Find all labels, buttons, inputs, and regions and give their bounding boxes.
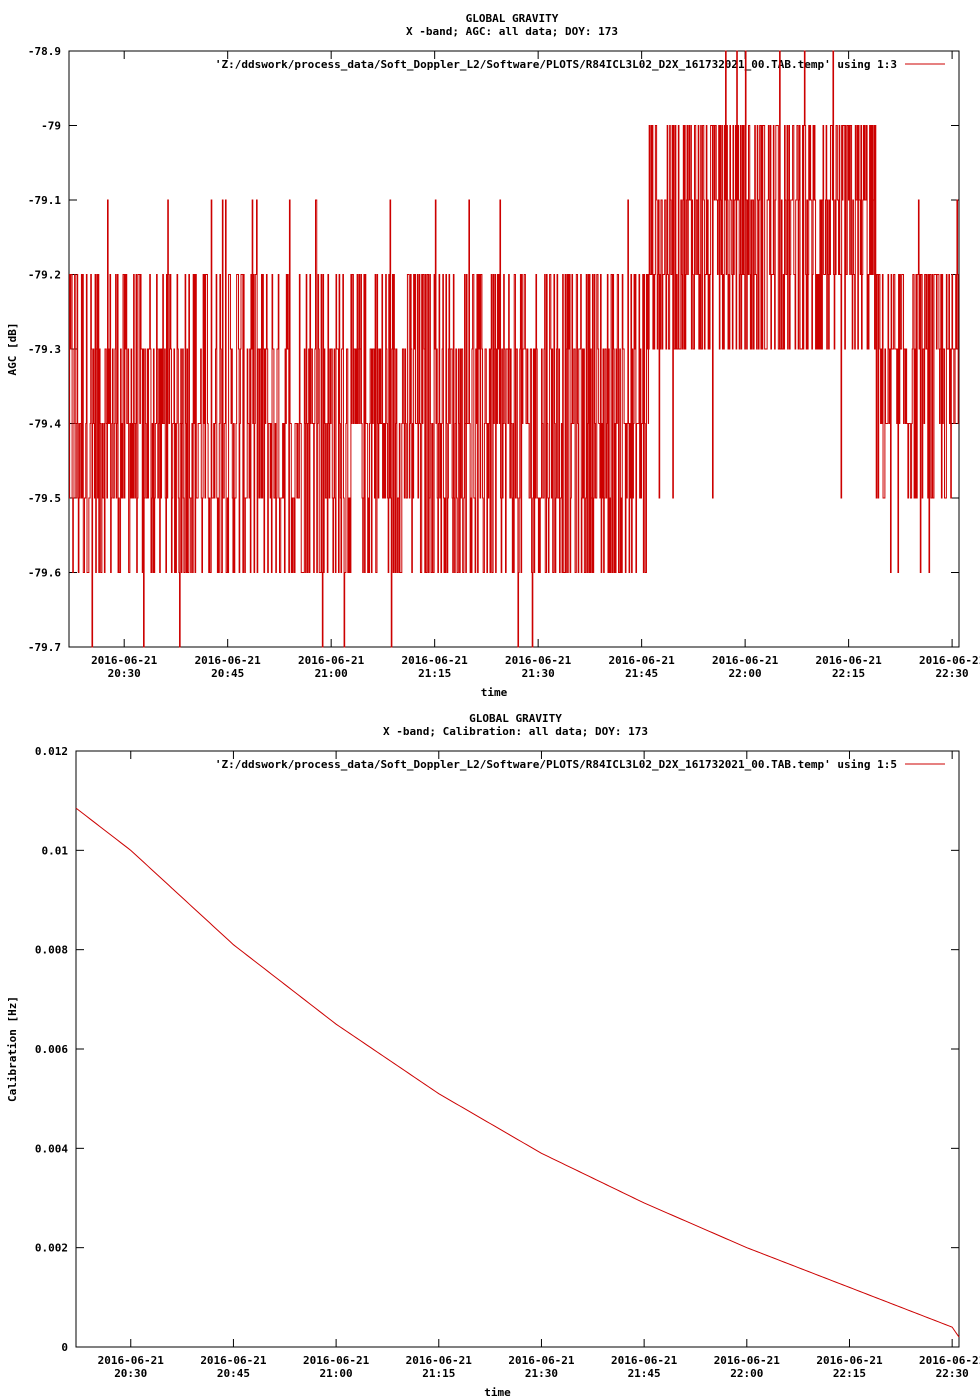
y-tick-label: 0.012 xyxy=(35,745,68,758)
x-tick-date: 2016-06-21 xyxy=(91,654,158,667)
legend-label: 'Z:/ddswork/process_data/Soft_Doppler_L2… xyxy=(215,58,897,71)
y-tick-label: -79 xyxy=(41,120,61,133)
x-tick-date: 2016-06-21 xyxy=(815,654,882,667)
x-tick-date: 2016-06-21 xyxy=(505,654,572,667)
y-tick-label: -79.7 xyxy=(28,641,61,654)
y-tick-label: -79.5 xyxy=(28,492,61,505)
y-tick-label: -78.9 xyxy=(28,45,61,58)
x-tick-date: 2016-06-21 xyxy=(919,1354,980,1367)
y-tick-label: -79.4 xyxy=(28,418,61,431)
x-tick-date: 2016-06-21 xyxy=(195,654,262,667)
x-tick-time: 22:30 xyxy=(936,667,969,680)
x-tick-date: 2016-06-21 xyxy=(298,654,365,667)
x-tick-date: 2016-06-21 xyxy=(712,654,779,667)
chart-subtitle: X -band; AGC: all data; DOY: 173 xyxy=(406,25,618,38)
y-tick-label: 0 xyxy=(61,1341,68,1354)
x-tick-time: 22:30 xyxy=(936,1367,969,1380)
x-tick-time: 21:30 xyxy=(522,667,555,680)
x-axis-label: time xyxy=(484,1386,511,1399)
x-tick-time: 22:15 xyxy=(832,667,865,680)
x-tick-time: 21:15 xyxy=(422,1367,455,1380)
y-tick-label: 0.01 xyxy=(42,844,69,857)
x-tick-date: 2016-06-21 xyxy=(402,654,469,667)
y-tick-label: -79.6 xyxy=(28,567,61,580)
x-tick-date: 2016-06-21 xyxy=(406,1354,473,1367)
chart-subtitle: X -band; Calibration: all data; DOY: 173 xyxy=(383,725,648,738)
x-tick-time: 20:30 xyxy=(108,667,141,680)
series-line xyxy=(75,807,960,1338)
y-tick-label: -79.2 xyxy=(28,269,61,282)
x-tick-time: 21:45 xyxy=(625,667,658,680)
x-tick-time: 21:45 xyxy=(628,1367,661,1380)
x-tick-time: 21:30 xyxy=(525,1367,558,1380)
x-axis-label: time xyxy=(481,686,508,699)
x-tick-time: 20:45 xyxy=(211,667,244,680)
chart-title: GLOBAL GRAVITY xyxy=(466,12,559,25)
series-line xyxy=(69,50,959,648)
y-tick-label: 0.006 xyxy=(35,1043,68,1056)
x-tick-date: 2016-06-21 xyxy=(611,1354,678,1367)
y-tick-label: -79.1 xyxy=(28,194,61,207)
x-tick-date: 2016-06-21 xyxy=(919,654,980,667)
x-tick-time: 22:00 xyxy=(730,1367,763,1380)
chart-title: GLOBAL GRAVITY xyxy=(469,712,562,725)
x-tick-time: 21:00 xyxy=(315,667,348,680)
y-axis-label: AGC [dB] xyxy=(6,323,19,376)
y-tick-label: -79.3 xyxy=(28,343,61,356)
x-tick-date: 2016-06-21 xyxy=(98,1354,165,1367)
y-tick-label: 0.002 xyxy=(35,1242,68,1255)
y-tick-label: 0.008 xyxy=(35,944,68,957)
x-tick-time: 22:15 xyxy=(833,1367,866,1380)
x-tick-date: 2016-06-21 xyxy=(816,1354,883,1367)
x-tick-time: 20:45 xyxy=(217,1367,250,1380)
legend-label: 'Z:/ddswork/process_data/Soft_Doppler_L2… xyxy=(215,758,897,771)
x-tick-time: 21:00 xyxy=(320,1367,353,1380)
plot-frame xyxy=(75,750,960,1348)
x-tick-time: 21:15 xyxy=(418,667,451,680)
x-tick-date: 2016-06-21 xyxy=(200,1354,267,1367)
x-tick-time: 22:00 xyxy=(729,667,762,680)
y-tick-label: 0.004 xyxy=(35,1142,68,1155)
y-axis-label: Calibration [Hz] xyxy=(6,996,19,1102)
x-tick-date: 2016-06-21 xyxy=(714,1354,781,1367)
x-tick-time: 20:30 xyxy=(114,1367,147,1380)
x-tick-date: 2016-06-21 xyxy=(609,654,676,667)
x-tick-date: 2016-06-21 xyxy=(508,1354,575,1367)
x-tick-date: 2016-06-21 xyxy=(303,1354,370,1367)
